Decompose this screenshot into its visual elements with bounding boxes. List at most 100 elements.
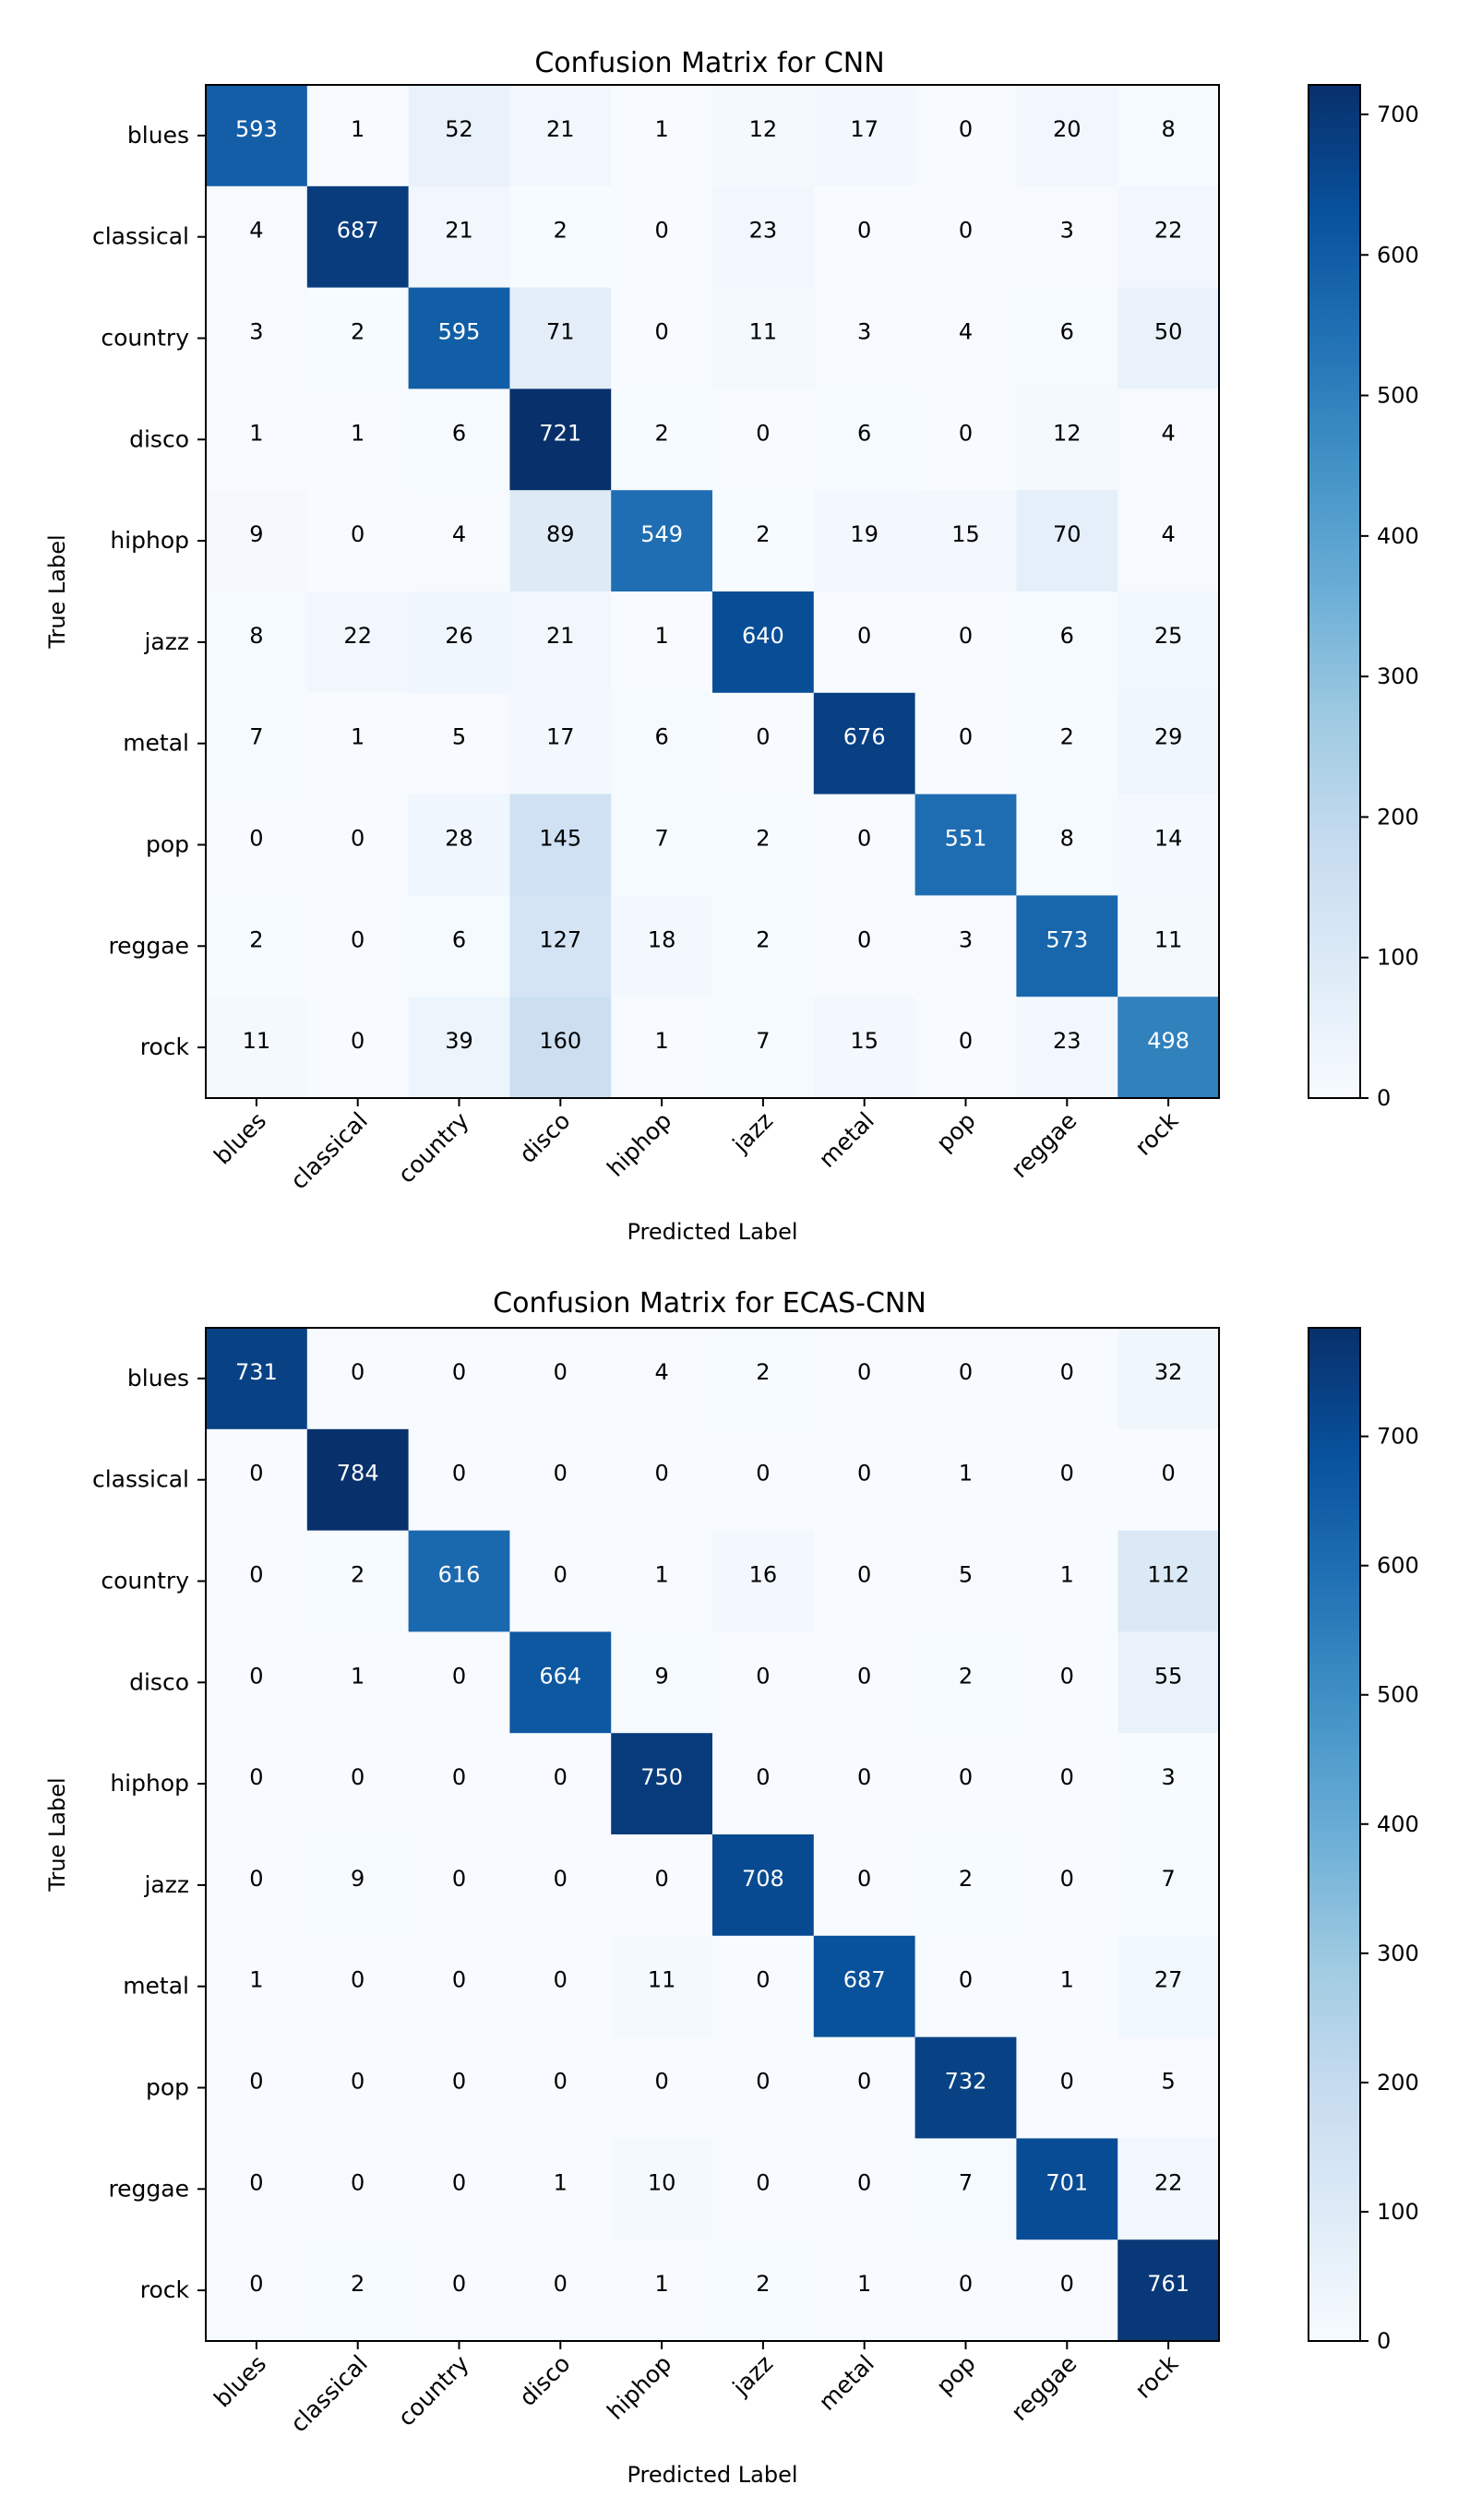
heatmap-cell [611,2138,713,2240]
cell-value-label: 0 [959,420,973,446]
heatmap-cell [1016,591,1118,694]
heatmap-cell [813,388,916,491]
heatmap-cell [408,1631,510,1734]
cell-value-label: 6 [452,420,466,446]
heatmap-cell [813,2036,916,2139]
cell-value-label: 3 [959,926,973,952]
heatmap-cell [813,997,916,1099]
cell-value-label: 11 [749,319,778,345]
cell-value-label: 0 [452,1866,466,1892]
heatmap-cell [611,1530,713,1632]
cell-value-label: 2 [959,1663,973,1689]
heatmap-cell [611,287,713,389]
colorbar-tick-label: 600 [1377,1553,1419,1579]
cell-value-label: 2 [554,218,568,244]
heatmap-cell [1117,591,1220,694]
heatmap-cell [611,1834,713,1937]
ecas-cnn-heatmap-cells [206,1328,1220,2342]
cell-value-label: 731 [235,1359,278,1385]
cell-value-label: 593 [235,116,278,142]
heatmap-cell [813,1935,916,2038]
colorbar-tick-label: 600 [1377,242,1419,268]
heatmap-cell [408,287,510,389]
heatmap-cell [611,794,713,896]
cell-value-label: 2 [756,2271,770,2297]
heatmap-cell [1117,1530,1220,1632]
cell-value-label: 160 [539,1028,581,1054]
cell-value-label: 22 [343,623,372,649]
cell-value-label: 0 [249,1663,263,1689]
heatmap-cell [408,2239,510,2342]
heatmap-cell [1117,1834,1220,1937]
heatmap-cell [1016,185,1118,289]
cell-value-label: 0 [959,1967,973,1993]
cell-value-label: 750 [640,1764,683,1790]
y-tick-label: hiphop [110,1770,189,1797]
heatmap-cell [509,185,612,289]
cell-value-label: 784 [337,1461,379,1487]
heatmap-cell [306,490,410,592]
heatmap-cell [914,1935,1017,2038]
cell-value-label: 3 [857,319,871,345]
heatmap-cell [1117,997,1220,1099]
heatmap-cell [1117,185,1220,289]
heatmap-cell [509,1935,612,2038]
cell-value-label: 2 [756,521,770,547]
cell-value-label: 0 [351,1967,365,1993]
heatmap-cell [712,591,815,694]
heatmap-cell [1016,895,1118,997]
cell-value-label: 7 [249,724,263,750]
cell-value-label: 27 [1154,1967,1183,1993]
heatmap-cell [813,2138,916,2240]
heatmap-cell [1016,997,1118,1099]
cell-value-label: 23 [749,218,778,244]
cell-value-label: 498 [1147,1028,1189,1054]
cell-value-label: 0 [857,1359,871,1385]
heatmap-cell [813,1328,916,1430]
x-tick-label: pop [931,1107,981,1157]
cell-value-label: 0 [249,826,263,852]
cell-value-label: 16 [749,1562,778,1588]
heatmap-cell [306,591,410,694]
cell-value-label: 6 [654,724,668,750]
y-tick-label: pop [146,831,189,858]
heatmap-cell [509,85,612,187]
x-tick-label: classical [285,2350,373,2438]
heatmap-cell [509,1834,612,1937]
cell-value-label: 2 [351,319,365,345]
cell-value-label: 0 [857,1663,871,1689]
heatmap-cell [1117,1935,1220,2038]
cell-value-label: 0 [351,926,365,952]
heatmap-cell [1016,2239,1118,2342]
heatmap-cell [408,591,510,694]
heatmap-cell [306,1733,410,1835]
heatmap-cell [408,85,510,187]
heatmap-cell [813,1631,916,1734]
heatmap-cell [712,2138,815,2240]
cell-value-label: 3 [1161,1764,1175,1790]
heatmap-cell [509,2036,612,2139]
heatmap-cell [914,287,1017,389]
heatmap-cell [611,1328,713,1430]
ecas-cnn-plot-frame [205,1327,1220,2342]
cell-value-label: 0 [857,1461,871,1487]
heatmap-cell [408,1834,510,1937]
cnn-cell-values: 593 1 52 21 1 12 17 0 20 84 687 21 2 0 23 0 0 3 223 2 595 71 0… [235,116,1189,1054]
heatmap-cell [1016,2036,1118,2139]
cell-value-label: 15 [850,1028,878,1054]
cell-value-label: 732 [945,2069,987,2095]
heatmap-cell [1117,692,1220,795]
heatmap-cell [408,1328,510,1430]
cell-value-label: 551 [945,826,987,852]
heatmap-cell [611,490,713,592]
y-tick-label: blues [127,1365,189,1391]
heatmap-cell [914,388,1017,491]
heatmap-cell [306,185,410,289]
x-tick-label: country [393,2350,474,2431]
cnn-ylabel: True Label [44,534,70,649]
heatmap-cell [914,2036,1017,2139]
colorbar-tick-label: 500 [1377,383,1419,409]
ecas-cnn-colorbar-frame [1308,1327,1361,2342]
cell-value-label: 4 [1161,521,1175,547]
cell-value-label: 0 [554,1967,568,1993]
